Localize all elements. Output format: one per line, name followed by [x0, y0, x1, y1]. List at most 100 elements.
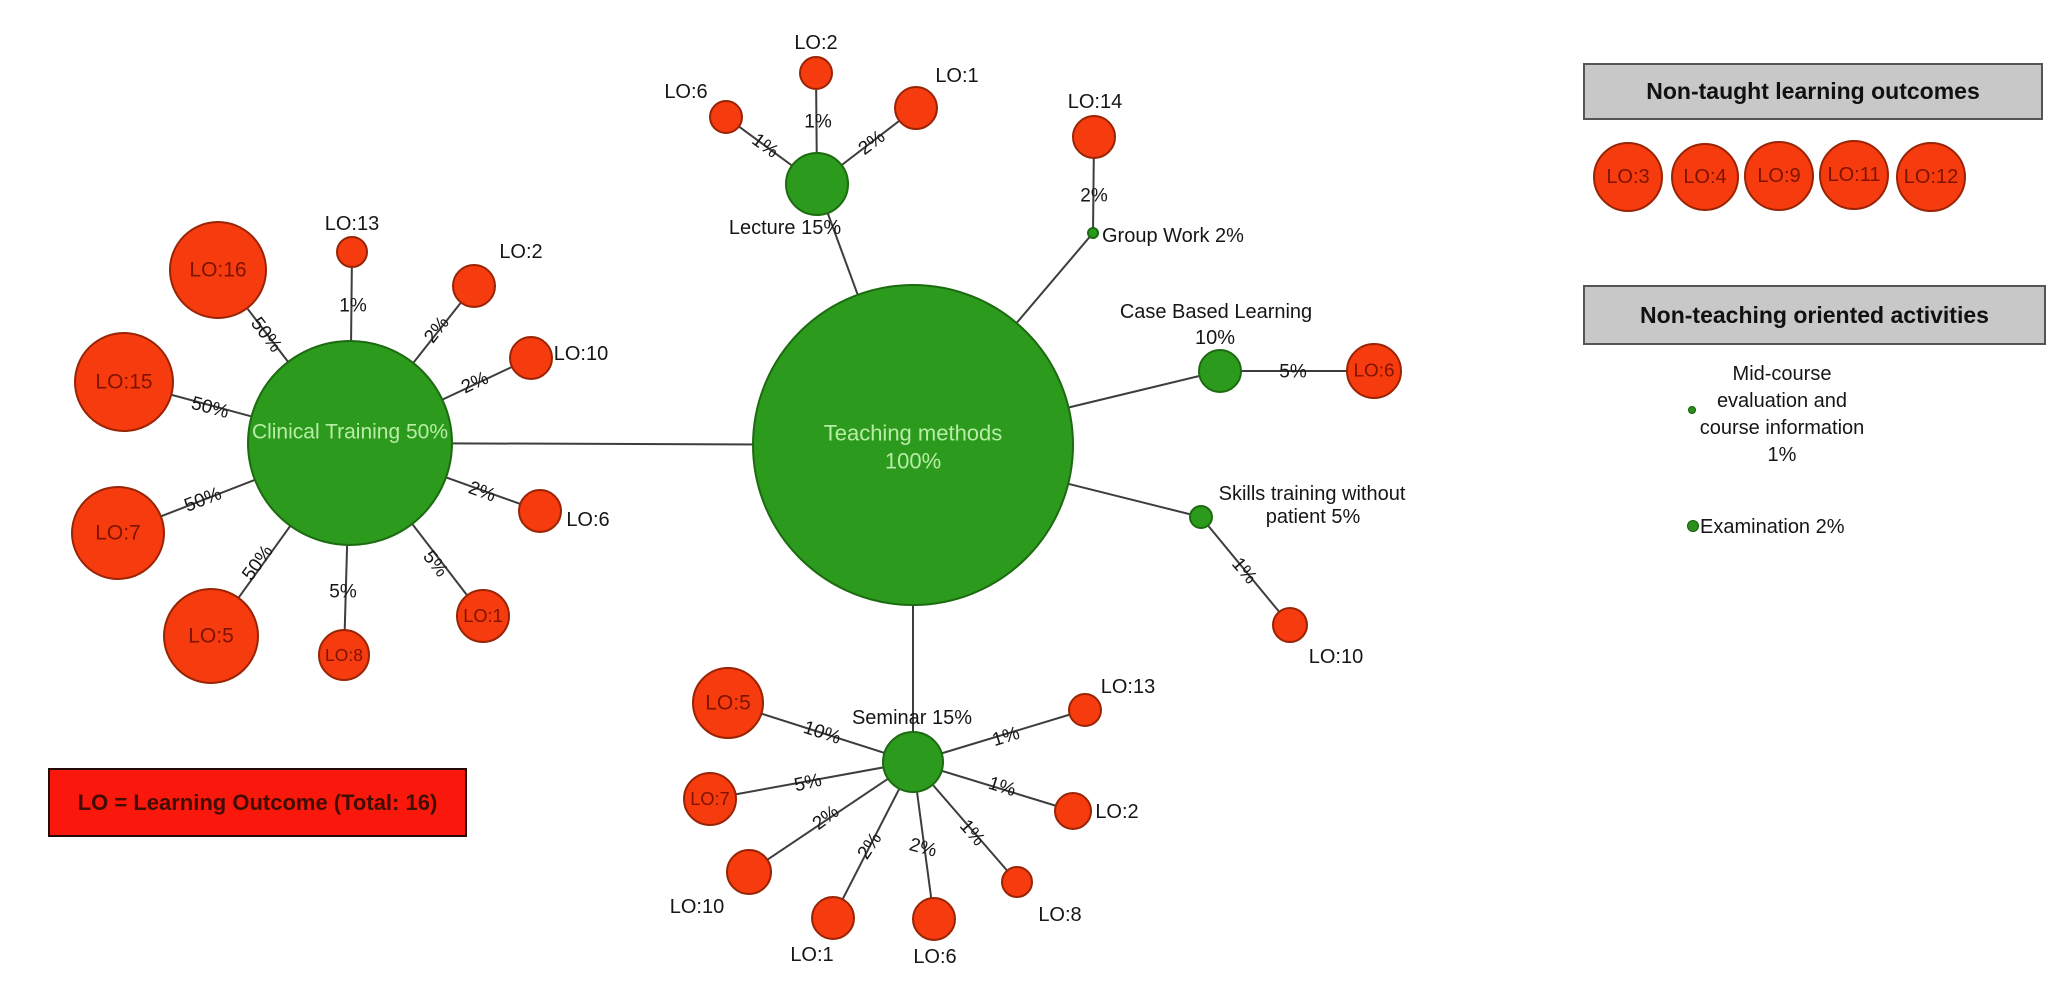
- lo-label-skills-LO:10: LO:10: [1309, 646, 1363, 668]
- lo-label-lecture-LO:2: LO:2: [794, 32, 837, 54]
- node-seminar-LO:10: [726, 849, 772, 895]
- lo-label-seminar-LO:6: LO:6: [913, 946, 956, 968]
- node-nontaught-LO:9: [1744, 141, 1814, 211]
- edge-pct-clinical-LO:7: 50%: [181, 483, 224, 516]
- lo-text-clinical-LO:5: LO:5: [188, 625, 234, 648]
- lo-text-cbl-LO:6: LO:6: [1354, 361, 1395, 382]
- node-nontaught-LO:3: [1593, 142, 1663, 212]
- edge-pct-seminar-LO:2: 1%: [986, 773, 1019, 801]
- lo-text-seminar-LO:5: LO:5: [705, 692, 751, 715]
- node-seminar-LO:1: [811, 896, 855, 940]
- node-cbl: [1198, 349, 1242, 393]
- hub-title-teaching-1: 100%: [885, 449, 941, 474]
- edge-pct-clinical-LO:8: 5%: [329, 582, 357, 603]
- node-clinical-LO:7: [71, 486, 165, 580]
- lo-label-seminar-LO:8: LO:8: [1038, 904, 1081, 926]
- node-seminar-LO:6: [912, 897, 956, 941]
- node-clinical-LO:10: [509, 336, 553, 380]
- edge-seminar-LO:7: [709, 761, 914, 800]
- lo-label-seminar-LO:2: LO:2: [1095, 801, 1138, 823]
- lo-text-clinical-LO:15: LO:15: [95, 371, 152, 394]
- hub-label-lecture-0: Lecture 15%: [729, 217, 842, 239]
- non-taught-outcomes-header: Non-taught learning outcomes: [1583, 63, 2043, 120]
- node-skills: [1189, 505, 1213, 529]
- lo-label-clinical-LO:13: LO:13: [325, 213, 379, 235]
- lo-text-clinical-LO:16: LO:16: [189, 259, 246, 282]
- node-nontaught-LO:12: [1896, 142, 1966, 212]
- node-lecture: [785, 152, 849, 216]
- lo-label-clinical-LO:6: LO:6: [566, 509, 609, 531]
- edge-pct-lecture-LO:2: 1%: [804, 112, 832, 133]
- non-teaching-activities-title: Non-teaching oriented activities: [1640, 301, 1989, 328]
- lo-text-clinical-LO:1: LO:1: [463, 606, 502, 626]
- node-clinical-LO:16: [169, 221, 267, 319]
- edge-pct-seminar-LO:6: 2%: [907, 834, 939, 861]
- non-taught-outcomes-title: Non-taught learning outcomes: [1646, 78, 1980, 104]
- lo-text-clinical-LO:8: LO:8: [325, 645, 363, 665]
- node-clinical: [247, 340, 453, 546]
- node-teaching: [752, 284, 1074, 606]
- edge-pct-clinical-LO:10: 2%: [458, 368, 492, 399]
- node-seminar: [882, 731, 944, 793]
- hub-label-cbl-1: 10%: [1195, 327, 1235, 349]
- node-clinical-LO:5: [163, 588, 259, 684]
- edge-seminar-LO:10: [748, 761, 914, 873]
- lo-legend-label: LO = Learning Outcome (Total: 16): [77, 789, 438, 815]
- node-seminar-LO:7: [683, 772, 737, 826]
- midcourse-dot: [1688, 406, 1696, 414]
- hub-title-clinical-0: Clinical Training 50%: [252, 421, 448, 444]
- hub-label-skills-0: Skills training without: [1219, 483, 1406, 505]
- node-clinical-LO:15: [74, 332, 174, 432]
- lo-text-nontaught-LO:9: LO:9: [1757, 165, 1800, 187]
- edge-pct-seminar-LO:1: 2%: [854, 829, 887, 864]
- edge-pct-lecture-LO:6: 1%: [748, 129, 783, 162]
- node-clinical-LO:2: [452, 264, 496, 308]
- node-clinical-LO:13: [336, 236, 368, 268]
- examination-dot: [1687, 520, 1699, 532]
- lo-legend-box: LO = Learning Outcome (Total: 16): [48, 768, 467, 837]
- node-skills-LO:10: [1272, 607, 1308, 643]
- edge-skills-LO:10: [1200, 516, 1291, 626]
- edge-pct-groupwork-LO:14: 2%: [1080, 186, 1108, 207]
- lo-text-nontaught-LO:3: LO:3: [1606, 166, 1649, 188]
- edge-pct-cbl-LO:6: 5%: [1279, 362, 1307, 383]
- node-groupwork: [1087, 227, 1099, 239]
- node-clinical-LO:8: [318, 629, 370, 681]
- edge-pct-clinical-LO:15: 50%: [189, 393, 231, 423]
- midcourse-activity-label: Mid-course evaluation and course informa…: [1699, 363, 1865, 466]
- lo-label-seminar-LO:13: LO:13: [1101, 676, 1155, 698]
- edge-pct-clinical-LO:13: 1%: [339, 296, 367, 317]
- hub-label-cbl-0: Case Based Learning: [1120, 301, 1312, 323]
- examination-activity-label: Examination 2%: [1700, 516, 1845, 538]
- edge-pct-clinical-LO:6: 2%: [466, 477, 499, 506]
- edge-pct-seminar-LO:5: 10%: [801, 717, 844, 749]
- lo-text-nontaught-LO:11: LO:11: [1828, 164, 1881, 186]
- hub-label-seminar-0: Seminar 15%: [852, 707, 972, 729]
- lo-label-seminar-LO:1: LO:1: [790, 944, 833, 966]
- node-cbl-LO:6: [1346, 343, 1402, 399]
- node-clinical-LO:6: [518, 489, 562, 533]
- lo-label-lecture-LO:1: LO:1: [935, 65, 978, 87]
- node-groupwork-LO:14: [1072, 115, 1116, 159]
- lo-text-nontaught-LO:4: LO:4: [1683, 166, 1726, 188]
- node-nontaught-LO:11: [1819, 140, 1889, 210]
- edge-pct-seminar-LO:7: 5%: [792, 770, 824, 797]
- node-seminar-LO:13: [1068, 693, 1102, 727]
- lo-label-clinical-LO:2: LO:2: [499, 241, 542, 263]
- node-seminar-LO:8: [1001, 866, 1033, 898]
- lo-label-lecture-LO:6: LO:6: [664, 81, 707, 103]
- node-nontaught-LO:4: [1671, 143, 1739, 211]
- lo-text-seminar-LO:7: LO:7: [690, 789, 729, 809]
- node-lecture-LO:6: [709, 100, 743, 134]
- node-lecture-LO:2: [799, 56, 833, 90]
- lo-label-seminar-LO:10: LO:10: [670, 896, 724, 918]
- node-lecture-LO:1: [894, 86, 938, 130]
- node-seminar-LO:2: [1054, 792, 1092, 830]
- hub-title-teaching-0: Teaching methods: [824, 421, 1003, 446]
- hub-label-groupwork-0: Group Work 2%: [1102, 225, 1244, 247]
- node-seminar-LO:5: [692, 667, 764, 739]
- lo-text-clinical-LO:7: LO:7: [95, 522, 141, 545]
- lo-text-nontaught-LO:12: LO:12: [1904, 166, 1958, 188]
